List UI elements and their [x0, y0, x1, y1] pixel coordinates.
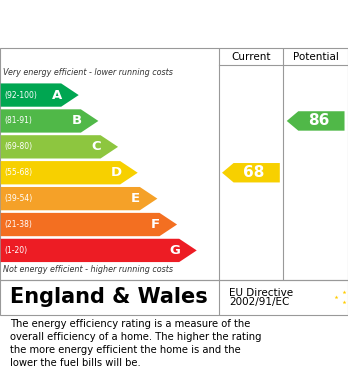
Polygon shape — [1, 109, 98, 133]
Polygon shape — [1, 135, 118, 158]
Text: G: G — [169, 244, 181, 257]
Text: F: F — [151, 218, 160, 231]
Text: Current: Current — [231, 52, 271, 62]
Text: Energy Efficiency Rating: Energy Efficiency Rating — [10, 15, 239, 33]
Text: EU Directive: EU Directive — [229, 288, 293, 298]
Text: (69-80): (69-80) — [4, 142, 32, 151]
Text: (39-54): (39-54) — [4, 194, 32, 203]
Polygon shape — [1, 213, 177, 236]
Text: The energy efficiency rating is a measure of the
overall efficiency of a home. T: The energy efficiency rating is a measur… — [10, 319, 262, 368]
Text: Not energy efficient - higher running costs: Not energy efficient - higher running co… — [3, 265, 174, 274]
Text: 68: 68 — [243, 165, 264, 180]
Polygon shape — [287, 111, 345, 131]
Polygon shape — [1, 239, 197, 262]
Text: 2002/91/EC: 2002/91/EC — [229, 298, 289, 307]
Text: (1-20): (1-20) — [4, 246, 27, 255]
Text: Very energy efficient - lower running costs: Very energy efficient - lower running co… — [3, 68, 173, 77]
Text: (92-100): (92-100) — [4, 91, 37, 100]
Text: Potential: Potential — [293, 52, 339, 62]
Text: E: E — [131, 192, 140, 205]
Text: (81-91): (81-91) — [4, 117, 32, 126]
Text: England & Wales: England & Wales — [10, 287, 208, 307]
Text: D: D — [110, 166, 121, 179]
Text: B: B — [72, 115, 82, 127]
Polygon shape — [1, 161, 138, 185]
Polygon shape — [1, 83, 79, 107]
Text: C: C — [92, 140, 101, 153]
Polygon shape — [1, 187, 157, 210]
Text: A: A — [52, 89, 62, 102]
Text: (21-38): (21-38) — [4, 220, 32, 229]
Text: (55-68): (55-68) — [4, 168, 32, 177]
Text: 86: 86 — [308, 113, 329, 129]
Polygon shape — [222, 163, 280, 183]
